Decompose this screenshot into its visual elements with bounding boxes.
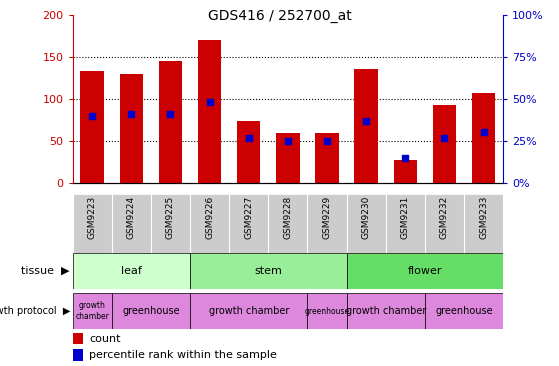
Bar xyxy=(198,40,221,183)
Text: count: count xyxy=(89,334,121,344)
Text: greenhouse: greenhouse xyxy=(305,307,349,315)
Text: GSM9225: GSM9225 xyxy=(166,196,175,239)
Bar xyxy=(354,68,378,183)
FancyBboxPatch shape xyxy=(347,194,386,253)
Bar xyxy=(190,293,307,329)
Text: stem: stem xyxy=(254,266,282,276)
Bar xyxy=(347,293,425,329)
Point xyxy=(244,135,253,141)
FancyBboxPatch shape xyxy=(268,194,307,253)
Text: GSM9223: GSM9223 xyxy=(88,196,97,239)
Bar xyxy=(425,293,503,329)
Bar xyxy=(347,253,503,289)
FancyBboxPatch shape xyxy=(307,194,347,253)
Text: GSM9233: GSM9233 xyxy=(479,196,488,239)
Bar xyxy=(120,74,143,183)
Point xyxy=(166,111,175,117)
Bar xyxy=(112,293,190,329)
Bar xyxy=(433,105,456,183)
Bar xyxy=(73,293,112,329)
Text: tissue  ▶: tissue ▶ xyxy=(21,266,70,276)
FancyBboxPatch shape xyxy=(464,194,503,253)
Point xyxy=(283,138,292,144)
Point xyxy=(323,138,331,144)
Point xyxy=(88,113,97,119)
Text: flower: flower xyxy=(408,266,442,276)
Bar xyxy=(159,61,182,183)
Bar xyxy=(237,121,260,183)
Text: GSM9230: GSM9230 xyxy=(362,196,371,239)
Text: leaf: leaf xyxy=(121,266,142,276)
Text: GSM9227: GSM9227 xyxy=(244,196,253,239)
FancyBboxPatch shape xyxy=(190,194,229,253)
FancyBboxPatch shape xyxy=(73,194,112,253)
Point xyxy=(127,111,136,117)
Text: greenhouse: greenhouse xyxy=(435,306,493,316)
FancyBboxPatch shape xyxy=(386,194,425,253)
Text: GSM9232: GSM9232 xyxy=(440,196,449,239)
Text: growth chamber: growth chamber xyxy=(209,306,289,316)
Bar xyxy=(394,160,417,183)
Text: GSM9226: GSM9226 xyxy=(205,196,214,239)
Bar xyxy=(73,349,83,361)
Text: GSM9231: GSM9231 xyxy=(401,196,410,239)
Bar xyxy=(80,71,104,183)
Text: growth
chamber: growth chamber xyxy=(75,301,109,321)
Text: greenhouse: greenhouse xyxy=(122,306,180,316)
FancyBboxPatch shape xyxy=(151,194,190,253)
Bar xyxy=(472,93,495,183)
Text: GSM9229: GSM9229 xyxy=(323,196,331,239)
Point xyxy=(479,130,488,135)
Bar xyxy=(276,133,300,183)
Point xyxy=(440,135,449,141)
Text: growth protocol  ▶: growth protocol ▶ xyxy=(0,306,70,316)
Text: GSM9224: GSM9224 xyxy=(127,196,136,239)
Bar xyxy=(307,293,347,329)
Point xyxy=(205,99,214,105)
Bar xyxy=(73,253,190,289)
FancyBboxPatch shape xyxy=(229,194,268,253)
Text: percentile rank within the sample: percentile rank within the sample xyxy=(89,350,277,360)
Point xyxy=(401,155,410,161)
FancyBboxPatch shape xyxy=(425,194,464,253)
Text: GSM9228: GSM9228 xyxy=(283,196,292,239)
Bar xyxy=(190,253,347,289)
Point xyxy=(362,118,371,124)
Text: growth chamber: growth chamber xyxy=(345,306,426,316)
Bar xyxy=(73,333,83,344)
Text: GDS416 / 252700_at: GDS416 / 252700_at xyxy=(207,9,352,23)
FancyBboxPatch shape xyxy=(112,194,151,253)
Bar xyxy=(315,133,339,183)
